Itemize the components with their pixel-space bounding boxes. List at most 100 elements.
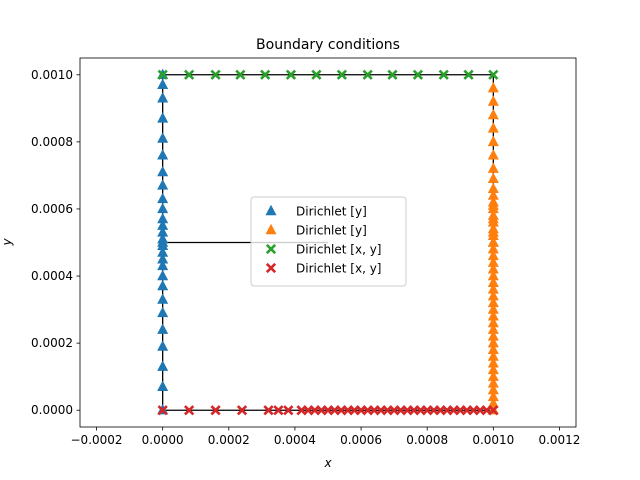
series-3-point bbox=[283, 405, 294, 416]
series-1-point bbox=[487, 81, 499, 93]
series-2 bbox=[157, 69, 499, 80]
series-1-point bbox=[487, 269, 499, 281]
series-0-point bbox=[157, 226, 169, 237]
series-3-point bbox=[184, 405, 195, 416]
series-0-point bbox=[157, 192, 169, 204]
series-0-point bbox=[157, 279, 169, 291]
y-tick-label: 0.0006 bbox=[31, 202, 73, 216]
series-1-point bbox=[487, 236, 499, 247]
series-0-point bbox=[157, 306, 169, 318]
series-1-point bbox=[487, 263, 499, 274]
series-1-point bbox=[487, 108, 499, 120]
series-1-point bbox=[487, 370, 499, 381]
series-1-point bbox=[487, 135, 499, 147]
x-tick-label: −0.0002 bbox=[71, 433, 123, 447]
series-1-point bbox=[487, 310, 499, 321]
series-0-point bbox=[157, 149, 169, 160]
series-1-point bbox=[487, 316, 499, 328]
series-0-point bbox=[157, 92, 169, 103]
legend-entries: Dirichlet [y] Dirichlet [y] Dirichlet [x, … bbox=[265, 204, 381, 276]
series-2-point bbox=[157, 69, 168, 80]
series-0-point bbox=[157, 202, 169, 214]
series-1-point bbox=[487, 350, 499, 361]
x-tick-label: 0.0004 bbox=[274, 433, 316, 447]
series-2-point bbox=[285, 69, 297, 80]
series-1-point bbox=[487, 336, 499, 348]
series-1-point bbox=[487, 283, 499, 294]
legend-label-2: Dirichlet [x, y] bbox=[296, 243, 381, 257]
series-1-point bbox=[487, 226, 499, 237]
series-0-point bbox=[157, 232, 169, 244]
y-tick-label: 0.0000 bbox=[31, 403, 73, 417]
series-1-point bbox=[487, 182, 499, 194]
series-1-point bbox=[487, 343, 499, 355]
series-1-point bbox=[487, 303, 499, 314]
series-3-point bbox=[303, 405, 314, 416]
series-1-point bbox=[487, 256, 499, 267]
series-2-point bbox=[311, 69, 322, 80]
series-1-point bbox=[487, 212, 499, 224]
series-0-point bbox=[157, 165, 169, 177]
series-2-point bbox=[412, 69, 424, 80]
series-1-point bbox=[487, 289, 499, 301]
series-1-point bbox=[487, 276, 499, 287]
legend-marker-3 bbox=[265, 262, 277, 274]
series-1-point bbox=[487, 249, 499, 261]
series-1-point bbox=[487, 390, 499, 402]
series-1-point bbox=[487, 383, 499, 395]
x-tick-label: 0.0010 bbox=[472, 433, 514, 447]
series-2-point bbox=[463, 69, 474, 80]
series-0-point bbox=[157, 293, 169, 304]
y-axis: 0.0000 0.0002 0.0004 0.0006 0.0008 0.0010 bbox=[31, 68, 80, 417]
series-3-point bbox=[488, 405, 499, 416]
series-2-point bbox=[362, 69, 373, 80]
series-3-point bbox=[236, 405, 248, 416]
series-3-point bbox=[273, 405, 284, 416]
series-0-point bbox=[157, 360, 169, 371]
series-1-point bbox=[487, 162, 499, 173]
series-0-point bbox=[157, 132, 169, 143]
series-1-point bbox=[487, 296, 499, 308]
series-3-point bbox=[210, 405, 221, 416]
series-1-point bbox=[487, 377, 499, 388]
series-1-point bbox=[487, 149, 499, 160]
series-1-point bbox=[487, 243, 499, 254]
legend-marker-2 bbox=[265, 243, 277, 255]
series-0-point bbox=[157, 179, 169, 190]
x-axis-label: x bbox=[323, 456, 332, 470]
series-0-point bbox=[157, 323, 169, 334]
series-0-point bbox=[157, 340, 169, 351]
series-1-point bbox=[487, 95, 499, 106]
x-tick-label: 0.0012 bbox=[538, 433, 580, 447]
series-2-point bbox=[387, 69, 398, 80]
series-0-point bbox=[157, 259, 169, 271]
markers-layer bbox=[157, 68, 499, 416]
legend-label-3: Dirichlet [x, y] bbox=[296, 262, 381, 276]
legend-marker-1 bbox=[265, 223, 277, 235]
chart-title: Boundary conditions bbox=[256, 37, 400, 53]
series-1-point bbox=[487, 363, 499, 375]
series-0-point bbox=[157, 112, 169, 123]
series-3-point bbox=[157, 405, 168, 416]
legend-box bbox=[250, 196, 407, 287]
legend-label-1: Dirichlet [y] bbox=[296, 224, 367, 238]
series-3-point bbox=[263, 405, 274, 416]
series-0-point bbox=[157, 269, 169, 281]
y-tick-label: 0.0004 bbox=[31, 269, 73, 283]
series-0-point bbox=[157, 212, 169, 224]
series-1 bbox=[487, 81, 499, 415]
x-axis: −0.0002 0.0000 0.0002 0.0004 0.0006 0.0008 0.0… bbox=[71, 427, 580, 447]
series-1-point bbox=[487, 122, 499, 133]
legend-label-0: Dirichlet [y] bbox=[296, 205, 367, 219]
legend-marker-0 bbox=[265, 204, 277, 216]
x-tick-label: 0.0006 bbox=[340, 433, 382, 447]
series-0-point bbox=[157, 246, 169, 257]
series-1-point bbox=[487, 199, 499, 210]
series-2-point bbox=[235, 69, 246, 80]
plot-area-frame bbox=[79, 57, 577, 428]
series-1-point bbox=[487, 323, 499, 334]
series-0-point bbox=[157, 78, 169, 90]
series-0-point bbox=[157, 219, 169, 230]
series-2-point bbox=[184, 69, 195, 80]
